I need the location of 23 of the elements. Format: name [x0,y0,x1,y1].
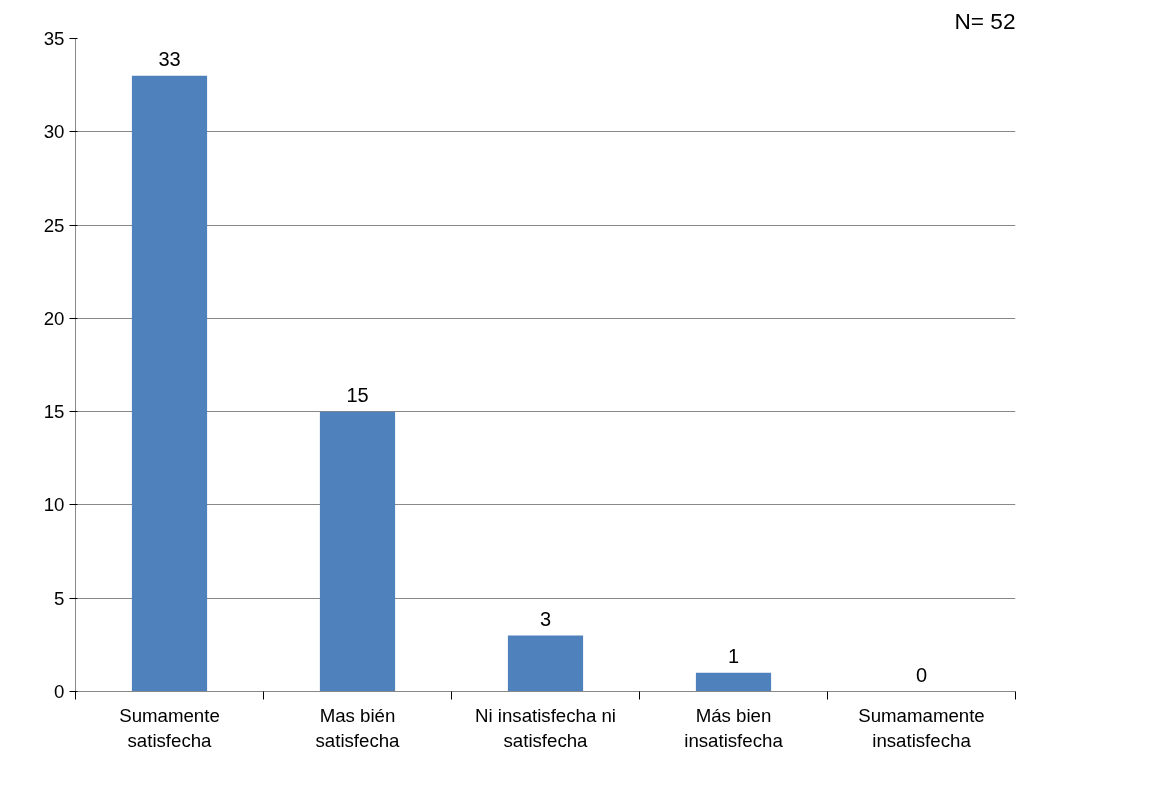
y-tick-label: 25 [43,214,65,236]
x-tick-label: Ni insatisfecha ni satisfecha [474,704,617,751]
data-label: 15 [346,383,369,406]
y-tick-label: 30 [43,121,65,143]
data-label: 3 [539,607,552,630]
y-tick-label: 15 [43,401,65,423]
x-tick-label: Más bien insatisfecha [684,704,784,751]
bar [131,75,208,692]
text: N= 52 [954,7,1016,34]
bar [695,672,772,692]
bar [319,411,396,692]
x-tick-label: Sumamente satisfecha [119,704,220,751]
data-label: 0 [915,663,928,686]
y-tick-label: 10 [43,494,65,516]
data-label: 33 [158,47,181,70]
y-tick-label: 5 [54,587,65,609]
x-tick-label: Mas bién satisfecha [315,704,401,751]
x-tick-label: Sumamamente insatisfecha [858,704,985,751]
y-tick-label: 20 [43,307,65,329]
y-tick-label: 35 [43,28,65,49]
data-label: 1 [727,644,740,667]
bar [507,635,584,692]
y-tick-label: 0 [54,681,65,702]
